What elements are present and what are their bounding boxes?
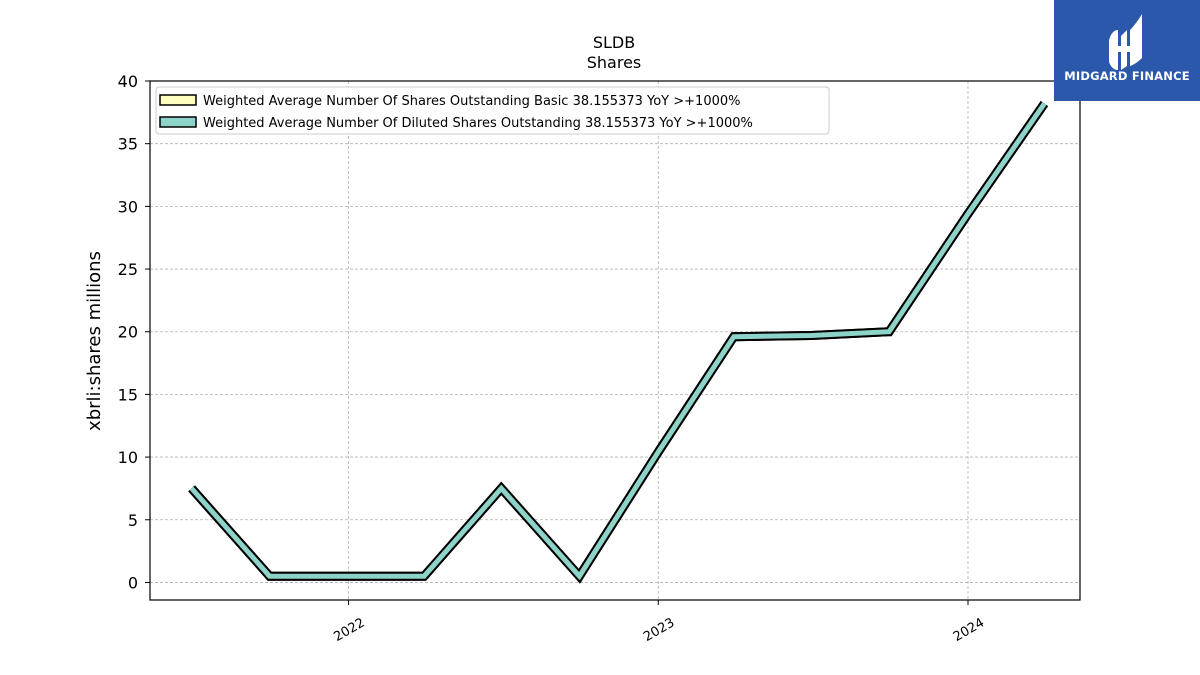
axes: 0 5 10 15 20 25 30 35 40 2022 2023 2024 [118, 72, 987, 645]
plot-frame [149, 80, 1081, 601]
y-tick-label: 20 [118, 323, 138, 342]
chart-subtitle: Shares [587, 53, 642, 72]
legend: Weighted Average Number Of Shares Outsta… [155, 86, 830, 135]
legend-label: Weighted Average Number Of Shares Outsta… [203, 94, 740, 109]
midgard-logo-icon [1109, 14, 1142, 70]
series-line-outline [188, 101, 1049, 584]
x-tick-label: 2024 [951, 615, 987, 645]
legend-swatch [159, 116, 197, 128]
y-tick-label: 10 [118, 448, 138, 467]
series-line-fill [189, 102, 1047, 581]
y-tick-label: 40 [118, 72, 138, 91]
y-tick-label: 25 [118, 260, 138, 279]
chart-title: SLDB [593, 33, 635, 52]
series-line-fill [189, 102, 1047, 581]
y-axis-label: xbrli:shares millions [84, 251, 105, 431]
x-tick-label: 2022 [331, 615, 367, 645]
series-1-line [188, 101, 1049, 584]
y-tick-label: 30 [118, 197, 138, 216]
y-tick-label: 15 [118, 385, 138, 404]
midgard-finance-logo: MIDGARD FINANCE [1054, 0, 1200, 101]
y-tick-label: 35 [118, 135, 138, 154]
y-tick-label: 5 [128, 511, 138, 530]
y-tick-label: 0 [128, 573, 138, 592]
legend-label: Weighted Average Number Of Diluted Share… [203, 116, 753, 131]
series-line-outline [188, 101, 1049, 584]
series-layer [188, 101, 1049, 584]
x-tick-label: 2023 [641, 615, 677, 645]
logo-text: MIDGARD FINANCE [1064, 69, 1190, 83]
legend-box [155, 86, 830, 135]
series-2-line [188, 101, 1049, 584]
legend-swatch [159, 94, 197, 106]
